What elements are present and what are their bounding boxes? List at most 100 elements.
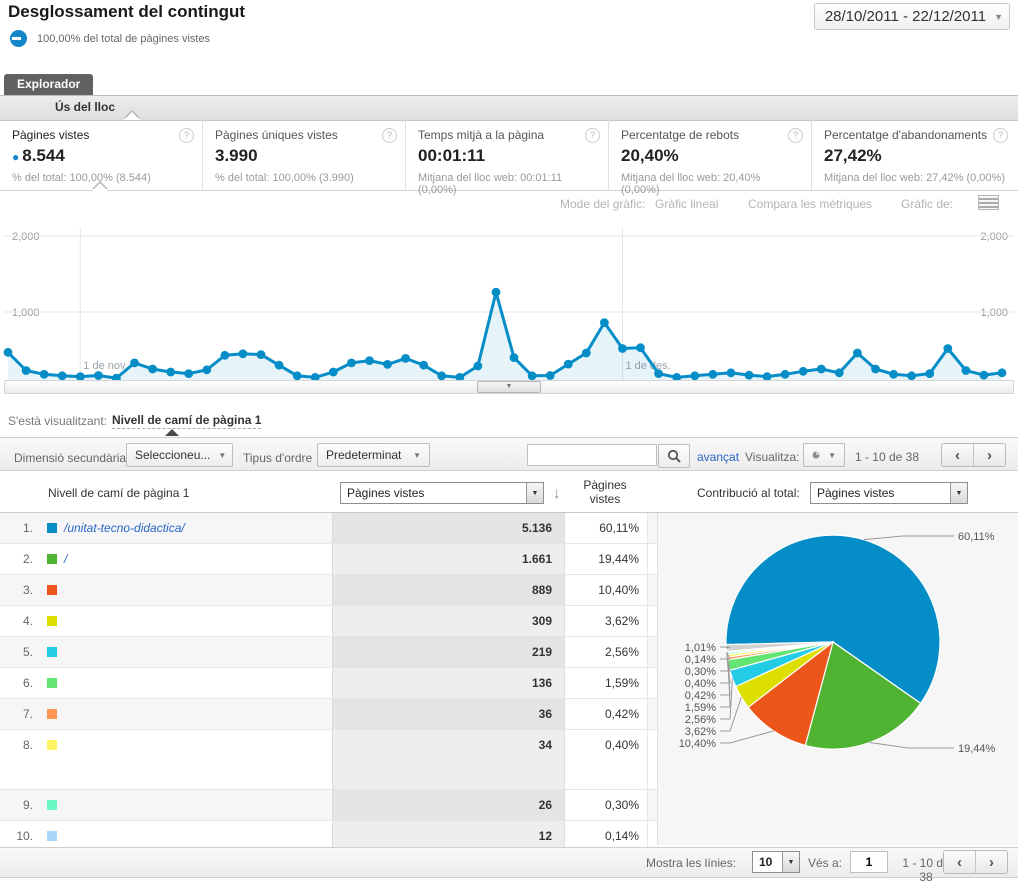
data-point-marker[interactable] (238, 349, 248, 359)
row-index: 7. (22, 707, 33, 721)
metric-title: Percentatge de rebots (621, 128, 740, 142)
data-point-marker[interactable] (997, 368, 1007, 378)
pie-slice[interactable] (747, 640, 835, 747)
data-point-marker[interactable] (310, 373, 320, 382)
viewing-dimension[interactable]: Nivell de camí de pàgina 1 (112, 413, 262, 429)
data-point-marker[interactable] (545, 371, 555, 380)
data-point-marker[interactable] (3, 347, 13, 357)
pie-slice[interactable] (725, 641, 834, 653)
help-icon[interactable]: ? (788, 128, 803, 143)
data-point-marker[interactable] (816, 364, 826, 374)
goto-page-input[interactable] (850, 851, 888, 873)
sort-type-button[interactable]: Predeterminat ▼ (317, 443, 430, 467)
data-point-marker[interactable] (57, 371, 67, 381)
metric-card-unique-pageviews[interactable]: Pàgines úniques vistes 3.990 % del total… (203, 120, 406, 190)
data-point-marker[interactable] (581, 348, 591, 358)
data-point-marker[interactable] (654, 369, 663, 378)
data-point-marker[interactable] (21, 366, 31, 375)
data-point-marker[interactable] (292, 371, 302, 381)
search-button[interactable] (658, 444, 690, 468)
data-point-marker[interactable] (871, 364, 880, 374)
data-point-marker[interactable] (347, 358, 356, 368)
page-path-link[interactable]: /unitat-tecno-didactica/ (64, 521, 185, 535)
data-point-marker[interactable] (600, 318, 609, 327)
data-point-marker[interactable] (166, 367, 176, 377)
data-point-marker[interactable] (961, 366, 971, 375)
data-point-marker[interactable] (75, 372, 85, 381)
data-point-marker[interactable] (690, 371, 700, 381)
view-pie-button[interactable]: ▼ (803, 443, 845, 467)
data-point-marker[interactable] (762, 372, 772, 381)
prev-page-button[interactable]: ‹ (942, 444, 973, 466)
help-icon[interactable]: ? (382, 128, 397, 143)
help-icon[interactable]: ? (585, 128, 600, 143)
data-point-marker[interactable] (563, 359, 573, 369)
table-search-input[interactable] (527, 444, 657, 466)
metric-card-exit-rate[interactable]: Percentatge d'abandonaments 27,42% Mitja… (812, 120, 1016, 190)
footer-pagination-buttons: ‹ › (943, 850, 1008, 874)
data-point-marker[interactable] (473, 361, 483, 371)
sort-direction-icon[interactable]: ↓ (553, 485, 561, 502)
metric-value: ● 8.544 (12, 146, 65, 165)
metric-card-pageviews[interactable]: Pàgines vistes ● 8.544 % del total: 100,0… (0, 120, 203, 190)
data-point-marker[interactable] (365, 356, 374, 365)
chart-mode-value[interactable]: Gràfic lineal (655, 197, 719, 211)
data-point-marker[interactable] (726, 368, 736, 378)
data-point-marker[interactable] (39, 369, 49, 379)
data-point-marker[interactable] (184, 369, 194, 378)
metric-card-bounce-rate[interactable]: Percentatge de rebots 20,40% Mitjana del… (609, 120, 812, 196)
data-point-marker[interactable] (509, 353, 519, 362)
data-point-marker[interactable] (636, 343, 645, 353)
contribution-select[interactable]: Pàgines vistes ▼ (810, 482, 968, 504)
data-point-marker[interactable] (907, 371, 916, 381)
show-rows-select[interactable]: 10 ▼ (752, 851, 800, 873)
data-point-marker[interactable] (780, 369, 790, 379)
pie-slice[interactable] (725, 534, 941, 705)
data-point-marker[interactable] (437, 371, 447, 381)
data-point-marker[interactable] (527, 371, 537, 381)
data-point-marker[interactable] (94, 371, 103, 380)
secondary-dimension-button[interactable]: Seleccioneu... ▼ (126, 443, 233, 467)
chart-scrollbar-track[interactable]: ▼ (4, 380, 1014, 394)
data-point-marker[interactable] (798, 366, 808, 376)
data-point-marker[interactable] (491, 287, 501, 297)
data-point-marker[interactable] (455, 373, 465, 382)
data-point-marker[interactable] (256, 350, 266, 359)
page-path-link[interactable]: / (64, 552, 68, 566)
data-point-marker[interactable] (889, 369, 898, 379)
pageviews-column-header: Pàgines vistes (583, 478, 627, 506)
data-point-marker[interactable] (708, 369, 718, 379)
graph-type-icon[interactable] (978, 195, 999, 210)
prev-page-button[interactable]: ‹ (944, 851, 975, 873)
help-icon[interactable]: ? (993, 128, 1008, 143)
help-icon[interactable]: ? (179, 128, 194, 143)
metric-sort-select[interactable]: Pàgines vistes ▼ (340, 482, 544, 504)
data-point-marker[interactable] (202, 365, 212, 375)
next-page-button[interactable]: › (973, 444, 1005, 466)
compare-metrics[interactable]: Compara les mètriques (748, 197, 873, 211)
data-point-marker[interactable] (834, 368, 844, 378)
data-point-marker[interactable] (220, 350, 230, 360)
data-point-marker[interactable] (148, 364, 158, 374)
advanced-link[interactable]: avançat (697, 450, 740, 464)
subtab-site-usage[interactable]: Ús del lloc (55, 100, 116, 114)
data-point-marker[interactable] (979, 370, 989, 380)
tab-explorer[interactable]: Explorador (4, 74, 94, 95)
data-point-marker[interactable] (943, 344, 953, 353)
data-point-marker[interactable] (274, 360, 284, 370)
pageviews-percent: 10,40% (565, 575, 648, 605)
data-point-marker[interactable] (672, 373, 682, 382)
chart-scrollbar-handle[interactable]: ▼ (477, 381, 541, 393)
data-point-marker[interactable] (925, 369, 935, 378)
data-point-marker[interactable] (419, 360, 429, 370)
data-point-marker[interactable] (130, 358, 139, 368)
data-point-marker[interactable] (383, 360, 392, 369)
metric-card-avg-time[interactable]: Temps mitjà a la pàgina 00:01:11 Mitjana… (406, 120, 609, 196)
next-page-button[interactable]: › (975, 851, 1007, 873)
data-point-marker[interactable] (401, 354, 410, 363)
data-point-marker[interactable] (853, 348, 862, 358)
data-point-marker[interactable] (744, 370, 754, 380)
date-range-selector[interactable]: 28/10/2011 - 22/12/2011 ▼ (813, 3, 1010, 30)
data-point-marker[interactable] (328, 367, 338, 377)
data-point-marker[interactable] (618, 344, 627, 353)
